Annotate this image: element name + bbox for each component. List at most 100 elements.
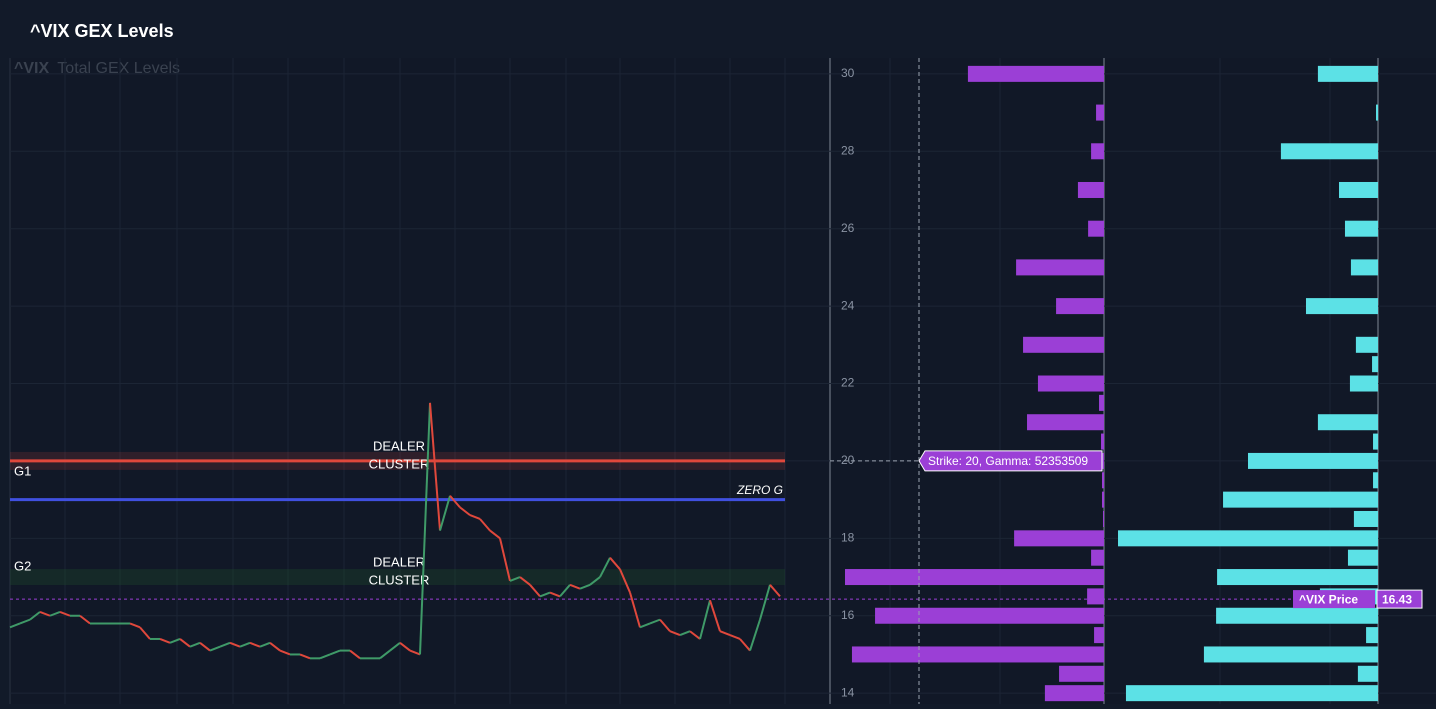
gex-bar	[1102, 452, 1104, 469]
price-segment	[479, 518, 491, 532]
price-segment	[219, 641, 231, 648]
price-segment	[229, 641, 241, 648]
price-segment	[9, 622, 21, 629]
price-segment	[49, 610, 61, 617]
price-segment	[489, 529, 501, 540]
price-segment	[589, 576, 601, 586]
gex-bar	[1118, 530, 1378, 547]
level-band	[10, 569, 785, 586]
gex-bar	[1344, 220, 1378, 237]
price-segment	[429, 402, 441, 531]
gex-bar	[1099, 394, 1104, 411]
y-tick-label: 16	[841, 608, 855, 622]
y-tick-label: 14	[841, 685, 855, 699]
gex-bar	[1044, 685, 1104, 702]
y-tick-label: 18	[841, 531, 855, 545]
gex-bar	[1102, 491, 1104, 508]
price-segment	[559, 584, 571, 598]
price-segment	[419, 402, 431, 655]
price-segment	[319, 653, 331, 660]
gex-bar	[1101, 433, 1104, 450]
price-segment	[469, 514, 481, 520]
price-segment	[509, 576, 521, 582]
price-segment	[239, 641, 251, 648]
level-label: ZERO G	[736, 483, 783, 497]
gex-bar	[1059, 665, 1104, 682]
gex-bar	[1037, 375, 1104, 392]
price-segment	[249, 641, 261, 648]
price-segment	[539, 591, 551, 598]
price-segment	[739, 638, 751, 652]
price-segment	[629, 592, 641, 628]
price-segment	[199, 642, 211, 652]
price-segment	[389, 642, 401, 652]
gex-bar	[1373, 472, 1378, 489]
annotation: DEALER	[373, 554, 425, 569]
price-segment	[529, 584, 541, 598]
gex-bar	[1372, 356, 1378, 373]
price-segment	[399, 642, 411, 652]
price-segment	[39, 610, 51, 617]
price-segment	[759, 584, 771, 620]
y-tick-label: 26	[841, 221, 855, 235]
price-segment	[379, 649, 391, 660]
gex-bar	[1350, 259, 1378, 276]
price-segment	[659, 618, 671, 632]
tooltip-text: Strike: 20, Gamma: 52353509	[928, 454, 1088, 468]
gex-bar	[1091, 549, 1104, 566]
price-segment	[19, 618, 31, 625]
gex-bar	[1317, 65, 1378, 82]
price-segment	[279, 649, 291, 656]
chart-title-text: Total GEX Levels	[57, 60, 180, 77]
price-segment	[59, 610, 71, 617]
page-title: ^VIX GEX Levels	[30, 21, 174, 41]
annotation: DEALER	[373, 438, 425, 453]
gex-bar	[851, 646, 1104, 663]
price-segment	[499, 538, 511, 582]
chart-area	[10, 58, 1436, 704]
gex-bar	[1373, 433, 1378, 450]
gex-bar	[1103, 510, 1104, 527]
annotation: CLUSTER	[369, 456, 430, 471]
gex-bar	[1376, 104, 1378, 121]
price-label: ^VIX Price	[1299, 592, 1358, 606]
gex-bar	[1355, 336, 1378, 353]
price-segment	[619, 568, 631, 593]
price-segment	[169, 638, 181, 644]
gex-bar	[1088, 220, 1104, 237]
y-tick-label: 28	[841, 143, 855, 157]
price-segment	[189, 641, 201, 648]
gex-bar	[1096, 104, 1104, 121]
gex-bar	[1347, 549, 1378, 566]
price-segment	[329, 649, 341, 656]
tooltip-box	[918, 450, 1103, 472]
chart-ticker: ^VIX	[14, 60, 49, 77]
gex-bar	[1217, 569, 1378, 586]
level-label: G2	[14, 558, 31, 573]
price-segment	[519, 576, 531, 586]
gex-bar	[1014, 530, 1104, 547]
price-value-box	[1376, 589, 1423, 609]
price-segment	[609, 557, 621, 570]
gex-bar	[1223, 491, 1378, 508]
gex-bar	[1016, 259, 1104, 276]
price-segment	[209, 645, 221, 652]
vertical-grid	[64, 58, 1331, 704]
price-segment	[129, 622, 141, 629]
price-segment	[269, 642, 281, 652]
price-segment	[179, 638, 191, 648]
annotation: CLUSTER	[369, 572, 430, 587]
price-segment	[669, 630, 681, 637]
price-segment	[689, 630, 701, 640]
gex-bar	[1339, 181, 1378, 198]
gex-bar	[1125, 685, 1378, 702]
gex-bar	[1102, 472, 1104, 489]
chart-title: ^VIX Total GEX Levels	[14, 60, 180, 77]
gex-bar	[1317, 414, 1378, 431]
price-segment	[139, 626, 151, 640]
y-tick-label: 22	[841, 376, 855, 390]
price-segment	[259, 641, 271, 648]
gex-bar	[1094, 627, 1104, 644]
gex-bar	[1357, 665, 1378, 682]
